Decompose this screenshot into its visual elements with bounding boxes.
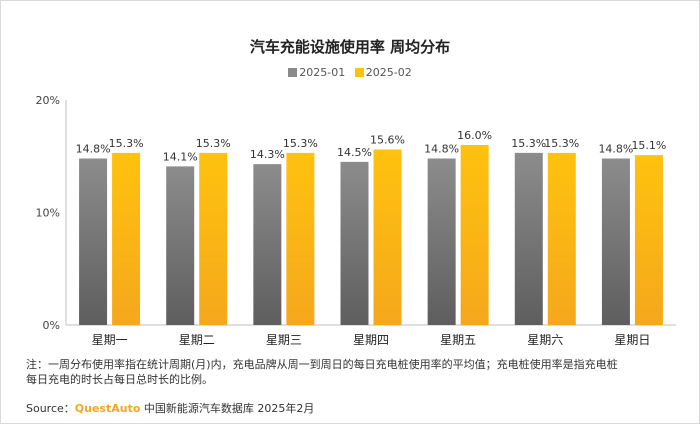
- source-brand: QuestAuto: [74, 402, 141, 415]
- data-label: 15.3%: [544, 137, 579, 150]
- bar-2-7: [634, 155, 663, 325]
- chart-legend: 2025-01 2025-02: [0, 66, 700, 79]
- bar-2-4: [373, 149, 402, 325]
- bar-2-2: [199, 152, 228, 325]
- y-tick-label: 0%: [43, 319, 60, 332]
- source-text: 中国新能源汽车数据库 2025年2月: [140, 402, 315, 415]
- data-label: 15.3%: [109, 137, 144, 150]
- bar-1-2: [166, 166, 195, 325]
- data-label: 15.6%: [370, 134, 405, 147]
- x-tick-label: 星期一: [92, 333, 128, 347]
- bar-1-6: [514, 152, 543, 325]
- data-label: 14.8%: [598, 143, 633, 156]
- data-label: 15.3%: [283, 137, 318, 150]
- chart-title: 汽车充能设施使用率 周均分布: [249, 38, 451, 56]
- legend-label-series-1: 2025-01: [299, 66, 346, 79]
- bar-1-5: [427, 158, 456, 325]
- footnote-line-2: 每日充电的时长占每日总时长的比例。: [26, 373, 213, 386]
- x-tick-label: 星期六: [527, 333, 563, 347]
- source-line: Source：QuestAuto 中国新能源汽车数据库 2025年2月: [26, 400, 314, 416]
- legend-swatch-series-2: [354, 68, 364, 77]
- data-label: 15.1%: [631, 139, 666, 152]
- legend-label-series-2: 2025-02: [365, 66, 412, 79]
- y-tick-label: 20%: [36, 94, 60, 107]
- footnote-line-1: 注：一周分布使用率指在统计周期(月)内，充电品牌从周一到周日的每日充电桩使用率的…: [26, 358, 618, 371]
- bar-2-3: [286, 152, 315, 325]
- legend-item-series-1: 2025-01: [288, 66, 345, 79]
- data-label: 14.5%: [337, 146, 372, 159]
- x-tick-label: 星期三: [266, 333, 302, 347]
- data-label: 15.3%: [196, 137, 231, 150]
- bar-2-6: [547, 152, 576, 325]
- data-label: 16.0%: [457, 129, 492, 142]
- x-tick-label: 星期二: [179, 333, 215, 347]
- bar-1-1: [79, 158, 108, 325]
- x-tick-label: 星期四: [353, 333, 389, 347]
- data-label: 14.8%: [424, 143, 459, 156]
- legend-swatch-series-1: [288, 68, 298, 77]
- bar-1-3: [253, 164, 282, 325]
- source-prefix: Source：: [26, 402, 75, 415]
- bar-2-5: [460, 145, 489, 325]
- data-label: 14.8%: [76, 143, 111, 156]
- chart-footnote: 注：一周分布使用率指在统计周期(月)内，充电品牌从周一到周日的每日充电桩使用率的…: [26, 357, 676, 387]
- bar-1-7: [601, 158, 630, 325]
- x-tick-label: 星期日: [614, 333, 650, 347]
- y-tick-label: 10%: [36, 207, 60, 220]
- bar-1-4: [340, 161, 369, 325]
- data-label: 14.3%: [250, 148, 285, 161]
- x-tick-label: 星期五: [440, 333, 476, 347]
- legend-item-series-2: 2025-02: [354, 66, 412, 79]
- bar-2-1: [112, 152, 141, 325]
- data-label: 14.1%: [163, 150, 198, 163]
- data-label: 15.3%: [511, 137, 546, 150]
